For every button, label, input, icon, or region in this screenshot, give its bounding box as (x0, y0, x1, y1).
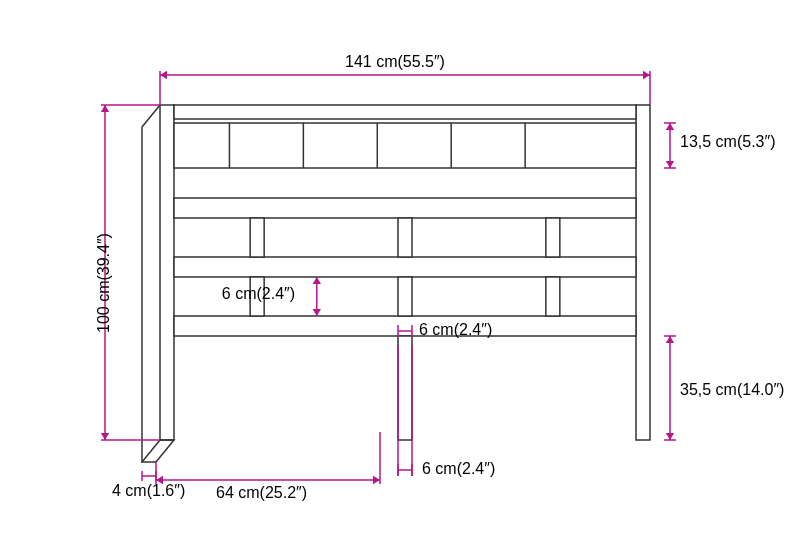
svg-rect-9 (174, 198, 636, 218)
svg-marker-28 (101, 105, 109, 112)
svg-marker-29 (101, 433, 109, 440)
svg-marker-55 (373, 476, 380, 484)
svg-rect-2 (174, 105, 636, 119)
svg-rect-1 (636, 105, 650, 440)
svg-rect-0 (160, 105, 174, 440)
svg-marker-23 (160, 71, 167, 79)
svg-rect-17 (546, 277, 560, 316)
svg-rect-10 (174, 257, 636, 277)
svg-marker-44 (313, 309, 321, 316)
svg-rect-11 (174, 316, 636, 336)
svg-marker-33 (666, 123, 674, 130)
svg-rect-16 (398, 277, 412, 316)
svg-marker-39 (666, 433, 674, 440)
svg-marker-38 (666, 336, 674, 343)
svg-rect-12 (250, 218, 264, 257)
svg-marker-19 (142, 440, 174, 462)
svg-rect-15 (250, 277, 264, 316)
svg-marker-43 (313, 277, 321, 284)
svg-rect-3 (174, 123, 636, 168)
svg-rect-13 (398, 218, 412, 257)
svg-rect-14 (546, 218, 560, 257)
svg-marker-34 (666, 161, 674, 168)
svg-rect-18 (398, 336, 412, 440)
svg-line-20 (142, 105, 160, 127)
svg-marker-54 (156, 476, 163, 484)
svg-marker-24 (643, 71, 650, 79)
